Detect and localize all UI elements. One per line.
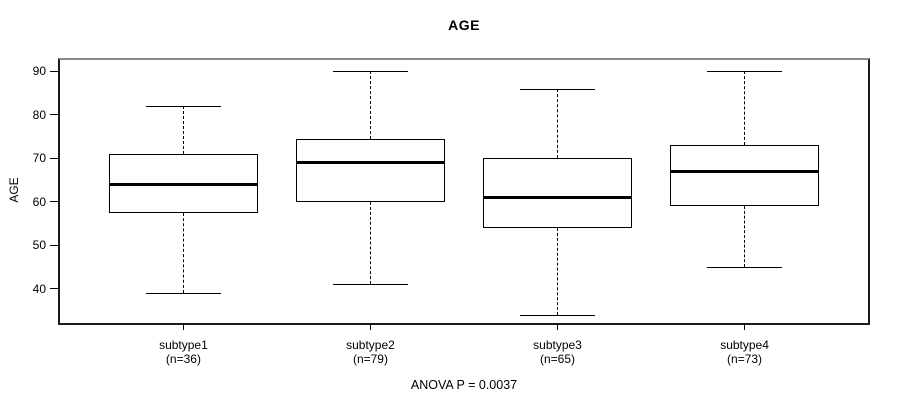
category-name: subtype4 <box>720 338 769 352</box>
category-name: subtype3 <box>533 338 582 352</box>
boxplot-subtype2-median <box>295 161 446 165</box>
anova-caption: ANOVA P = 0.0037 <box>410 378 518 392</box>
y-tick-60 <box>50 201 58 203</box>
boxplot-subtype4-lower-cap <box>707 266 782 268</box>
plot-area: 40 50 60 70 80 90 subtype1 (n=36) subtype2 (n=79)… <box>33 58 870 365</box>
x-tick-subtype2 <box>369 323 371 330</box>
boxplot-subtype2-lower-whisker <box>369 201 371 285</box>
boxplot-subtype3-upper-cap <box>520 88 595 90</box>
y-tick-80 <box>50 114 58 116</box>
boxplot-subtype1-lower-whisker <box>182 212 184 293</box>
x-tick-subtype3 <box>557 323 559 330</box>
x-category-label-subtype3: subtype3 (n=65) <box>488 338 628 366</box>
x-tick-subtype1 <box>182 323 184 330</box>
boxplot-subtype3-box <box>482 158 633 228</box>
y-tick-40 <box>50 288 58 290</box>
x-category-label-subtype2: subtype2 (n=79) <box>300 338 440 366</box>
chart-title: AGE <box>448 17 480 33</box>
y-tick-label-80: 80 <box>32 107 46 122</box>
y-tick-label-40: 40 <box>32 281 46 296</box>
boxplot-subtype4-box <box>669 145 820 207</box>
boxplot-subtype2-box <box>295 138 446 202</box>
category-name: subtype2 <box>346 338 395 352</box>
y-axis-label: AGE <box>7 177 21 203</box>
y-tick-label-90: 90 <box>32 64 46 79</box>
boxplot-subtype2-upper-whisker <box>369 71 371 139</box>
boxplot-subtype1-median <box>108 182 259 186</box>
boxplot-subtype3-median <box>482 195 633 199</box>
x-category-label-subtype1: subtype1 (n=36) <box>113 338 253 366</box>
boxplot-subtype2-lower-cap <box>333 284 408 286</box>
category-count: (n=73) <box>727 351 763 366</box>
boxplot-subtype3-lower-whisker <box>557 227 559 315</box>
boxplot-subtype4-lower-whisker <box>744 206 746 267</box>
x-category-label-subtype4: subtype4 (n=73) <box>675 338 815 366</box>
boxplot-subtype1-upper-cap <box>146 106 221 108</box>
boxplot-subtype1-upper-whisker <box>182 106 184 154</box>
category-count: (n=36) <box>165 351 201 366</box>
y-tick-70 <box>50 157 58 159</box>
boxplot-subtype4-upper-whisker <box>744 71 746 146</box>
y-tick-label-50: 50 <box>32 238 46 253</box>
boxplot-subtype4-upper-cap <box>707 71 782 73</box>
boxplot-subtype3-lower-cap <box>520 314 595 316</box>
y-tick-90 <box>50 70 58 72</box>
category-count: (n=79) <box>352 351 388 366</box>
boxplot-subtype4-median <box>669 169 820 173</box>
boxplot-subtype1-lower-cap <box>146 293 221 294</box>
category-name: subtype1 <box>159 338 208 352</box>
y-tick-label-70: 70 <box>32 151 46 166</box>
y-tick-50 <box>50 244 58 246</box>
category-count: (n=65) <box>540 351 576 366</box>
boxplot-subtype2-upper-cap <box>333 71 408 73</box>
y-tick-label-60: 60 <box>32 194 46 209</box>
boxplot-subtype3-upper-whisker <box>557 88 559 159</box>
x-tick-subtype4 <box>744 323 746 330</box>
